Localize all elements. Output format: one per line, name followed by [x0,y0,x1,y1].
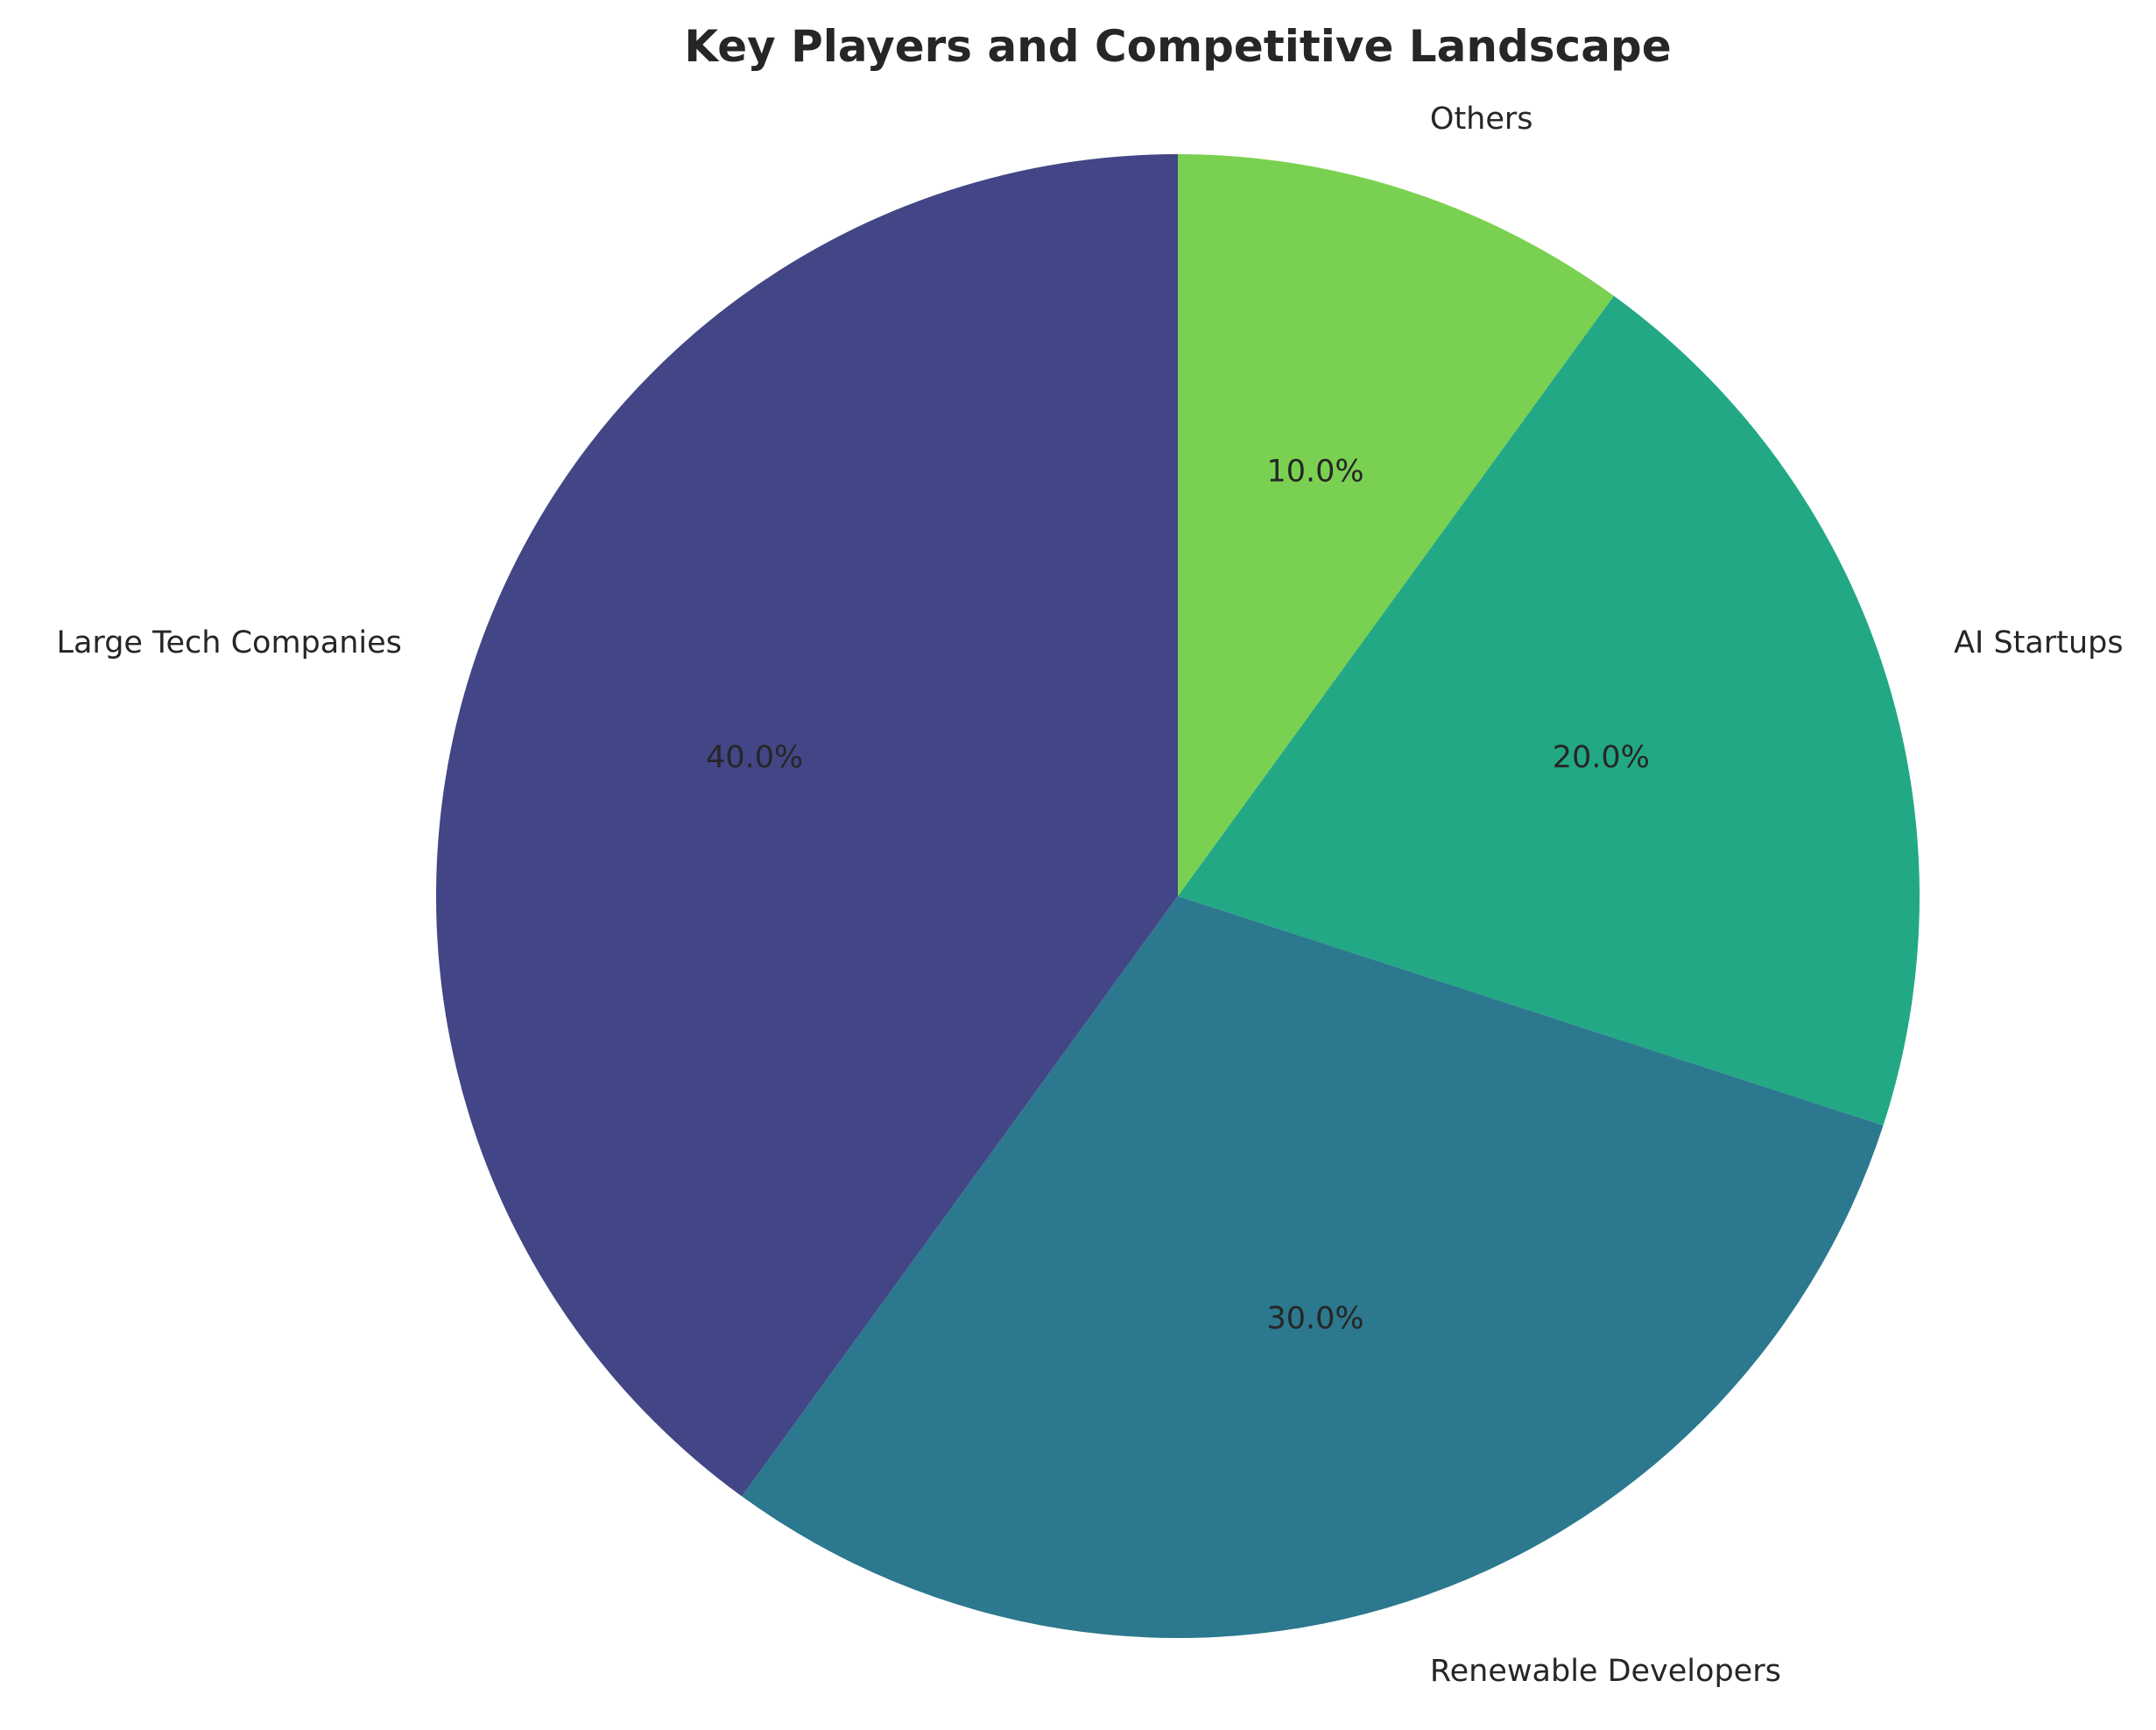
category-label-ai-startups: AI Startups [1954,625,2124,660]
pie-slices [435,154,1920,1639]
percent-labels: 40.0% 30.0% 20.0% 10.0% [706,455,1650,1337]
pie-slice-renewable-developers [742,896,1884,1639]
category-label-large-tech-companies: Large Tech Companies [56,625,401,660]
percent-label-renewable-developers: 30.0% [1266,1301,1363,1336]
percent-label-large-tech-companies: 40.0% [706,740,803,775]
category-label-others: Others [1430,102,1533,137]
percent-label-others: 10.0% [1266,455,1363,490]
category-label-renewable-developers: Renewable Developers [1430,1654,1781,1689]
pie-slice-ai-startups [1178,295,1920,1126]
percent-label-ai-startups: 20.0% [1553,740,1650,775]
chart-title: Key Players and Competitive Landscape [684,21,1671,72]
pie-slice-others [1178,154,1614,896]
category-labels: Large Tech Companies Renewable Developers… [56,102,2123,1689]
pie-slice-large-tech-companies [435,154,1178,1497]
